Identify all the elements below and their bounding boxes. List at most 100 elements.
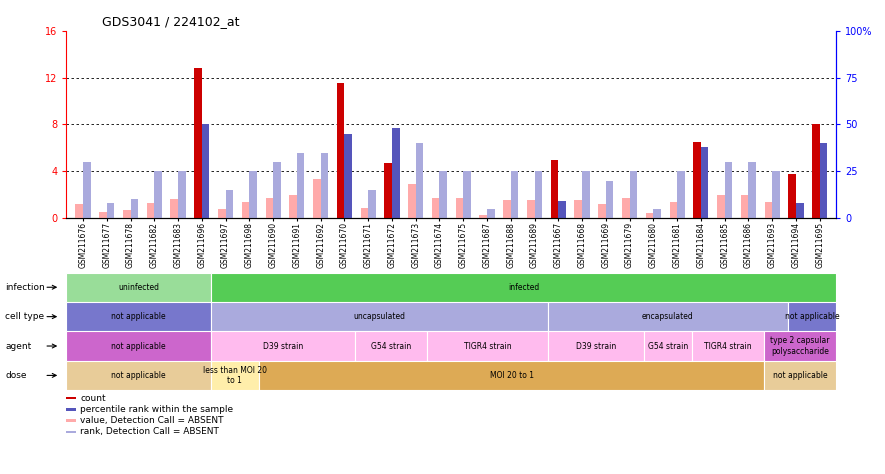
Bar <box>487 209 495 218</box>
Bar <box>548 331 644 361</box>
Bar <box>211 302 548 331</box>
Text: uninfected: uninfected <box>118 283 159 292</box>
Bar <box>320 153 328 218</box>
Text: less than MOI 20
to 1: less than MOI 20 to 1 <box>203 366 266 385</box>
Bar <box>355 331 427 361</box>
Bar <box>296 153 304 218</box>
Text: infected: infected <box>508 283 539 292</box>
Bar <box>463 171 471 218</box>
Text: GDS3041 / 224102_at: GDS3041 / 224102_at <box>102 16 239 28</box>
Bar <box>408 184 416 218</box>
Bar <box>741 195 749 218</box>
Text: not applicable: not applicable <box>785 312 840 321</box>
Bar <box>131 200 138 218</box>
Bar <box>535 171 543 218</box>
Bar <box>764 361 836 390</box>
Bar <box>66 331 211 361</box>
Bar <box>107 203 114 218</box>
Bar <box>123 210 131 218</box>
Bar <box>337 83 344 218</box>
Bar <box>273 162 281 218</box>
Text: D39 strain: D39 strain <box>263 342 303 350</box>
Bar <box>812 125 820 218</box>
Bar <box>289 195 296 218</box>
Bar <box>550 160 558 218</box>
Bar <box>820 143 827 218</box>
Bar <box>456 198 463 218</box>
Bar <box>66 419 76 422</box>
Bar <box>147 203 154 218</box>
Bar <box>598 204 606 218</box>
Bar <box>427 331 548 361</box>
Bar <box>717 195 725 218</box>
Bar <box>416 143 423 218</box>
Text: agent: agent <box>5 342 32 350</box>
Text: dose: dose <box>5 371 27 380</box>
Text: TIGR4 strain: TIGR4 strain <box>704 342 752 350</box>
Bar <box>749 162 756 218</box>
Bar <box>527 201 535 218</box>
Bar <box>701 147 709 218</box>
Bar <box>66 397 76 400</box>
Bar <box>789 302 836 331</box>
Bar <box>99 212 107 218</box>
Bar <box>692 331 764 361</box>
Bar <box>194 68 202 218</box>
Bar <box>606 181 613 218</box>
Bar <box>66 430 76 433</box>
Bar <box>202 125 210 218</box>
Bar <box>646 213 653 218</box>
Bar <box>66 273 211 302</box>
Text: uncapsulated: uncapsulated <box>353 312 405 321</box>
Text: count: count <box>81 393 106 402</box>
Text: type 2 capsular
polysaccharide: type 2 capsular polysaccharide <box>771 337 830 356</box>
Bar <box>66 408 76 410</box>
Text: encapsulated: encapsulated <box>642 312 694 321</box>
Bar <box>178 171 186 218</box>
Bar <box>440 171 447 218</box>
Bar <box>392 128 399 218</box>
Text: MOI 20 to 1: MOI 20 to 1 <box>489 371 534 380</box>
Bar <box>384 163 392 218</box>
Bar <box>789 173 796 218</box>
Bar <box>226 190 234 218</box>
Bar <box>511 171 519 218</box>
Bar <box>480 215 487 218</box>
Text: percentile rank within the sample: percentile rank within the sample <box>81 405 234 414</box>
Bar <box>66 302 211 331</box>
Text: TIGR4 strain: TIGR4 strain <box>464 342 512 350</box>
Text: not applicable: not applicable <box>773 371 827 380</box>
Bar <box>669 201 677 218</box>
Text: G54 strain: G54 strain <box>371 342 412 350</box>
Bar <box>344 134 352 218</box>
Bar <box>629 171 637 218</box>
Bar <box>83 162 90 218</box>
Bar <box>548 302 789 331</box>
Bar <box>211 273 836 302</box>
Bar <box>250 171 257 218</box>
Bar <box>360 208 368 218</box>
Bar <box>582 171 589 218</box>
Text: D39 strain: D39 strain <box>575 342 616 350</box>
Bar <box>66 361 211 390</box>
Bar <box>75 204 83 218</box>
Bar <box>368 190 376 218</box>
Bar <box>211 331 355 361</box>
Bar <box>644 331 692 361</box>
Text: cell type: cell type <box>5 312 44 321</box>
Bar <box>725 162 732 218</box>
Text: not applicable: not applicable <box>112 371 165 380</box>
Bar <box>764 331 836 361</box>
Bar <box>313 180 320 218</box>
Bar <box>765 201 772 218</box>
Bar <box>171 200 178 218</box>
Text: infection: infection <box>5 283 45 292</box>
Text: not applicable: not applicable <box>112 342 165 350</box>
Bar <box>653 209 661 218</box>
Bar <box>242 201 250 218</box>
Bar <box>218 209 226 218</box>
Text: not applicable: not applicable <box>112 312 165 321</box>
Bar <box>258 361 764 390</box>
Bar <box>432 198 440 218</box>
Bar <box>211 361 259 390</box>
